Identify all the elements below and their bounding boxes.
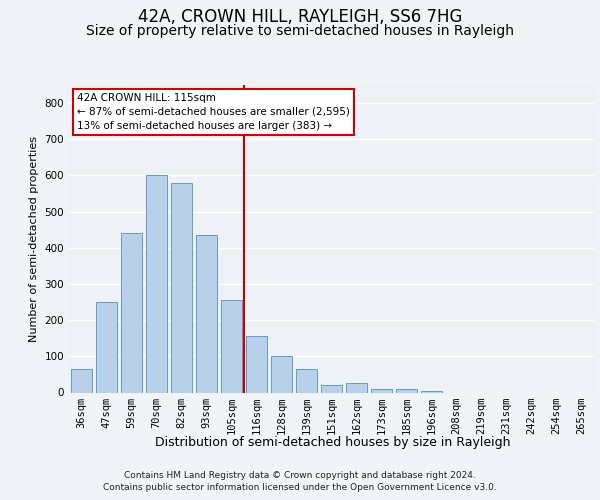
Y-axis label: Number of semi-detached properties: Number of semi-detached properties [29, 136, 39, 342]
Bar [171, 182, 192, 392]
Bar [346, 384, 367, 392]
Text: Contains HM Land Registry data © Crown copyright and database right 2024.: Contains HM Land Registry data © Crown c… [124, 472, 476, 480]
Bar [71, 369, 92, 392]
Bar [421, 390, 442, 392]
Bar [321, 384, 342, 392]
Bar [271, 356, 292, 392]
Bar [196, 235, 217, 392]
Bar [371, 389, 392, 392]
Text: Distribution of semi-detached houses by size in Rayleigh: Distribution of semi-detached houses by … [155, 436, 511, 449]
Text: 42A CROWN HILL: 115sqm
← 87% of semi-detached houses are smaller (2,595)
13% of : 42A CROWN HILL: 115sqm ← 87% of semi-det… [77, 92, 350, 130]
Bar [396, 389, 417, 392]
Text: Contains public sector information licensed under the Open Government Licence v3: Contains public sector information licen… [103, 483, 497, 492]
Bar [121, 234, 142, 392]
Bar [296, 369, 317, 392]
Bar [221, 300, 242, 392]
Bar [96, 302, 117, 392]
Text: 42A, CROWN HILL, RAYLEIGH, SS6 7HG: 42A, CROWN HILL, RAYLEIGH, SS6 7HG [138, 8, 462, 26]
Bar [246, 336, 267, 392]
Text: Size of property relative to semi-detached houses in Rayleigh: Size of property relative to semi-detach… [86, 24, 514, 38]
Bar [146, 176, 167, 392]
